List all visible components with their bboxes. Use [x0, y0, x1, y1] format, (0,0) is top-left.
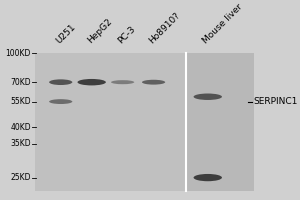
- Bar: [187, 53, 254, 191]
- Text: 100KD: 100KD: [6, 49, 31, 58]
- Text: 55KD: 55KD: [11, 97, 31, 106]
- Ellipse shape: [111, 80, 134, 84]
- Text: SERPINC1: SERPINC1: [254, 97, 298, 106]
- Text: HepG2: HepG2: [85, 17, 113, 45]
- Text: 35KD: 35KD: [11, 139, 31, 148]
- Ellipse shape: [49, 99, 72, 104]
- Bar: [35, 53, 186, 191]
- Text: PC-3: PC-3: [116, 24, 137, 45]
- Ellipse shape: [77, 79, 106, 85]
- Ellipse shape: [49, 79, 72, 85]
- Ellipse shape: [142, 80, 165, 85]
- Text: 40KD: 40KD: [11, 123, 31, 132]
- Ellipse shape: [194, 94, 222, 100]
- Text: Mouse liver: Mouse liver: [201, 2, 244, 45]
- Ellipse shape: [194, 174, 222, 181]
- Text: U251: U251: [54, 22, 77, 45]
- Text: 25KD: 25KD: [11, 173, 31, 182]
- Text: 70KD: 70KD: [11, 78, 31, 87]
- Text: Ho8910?: Ho8910?: [147, 10, 182, 45]
